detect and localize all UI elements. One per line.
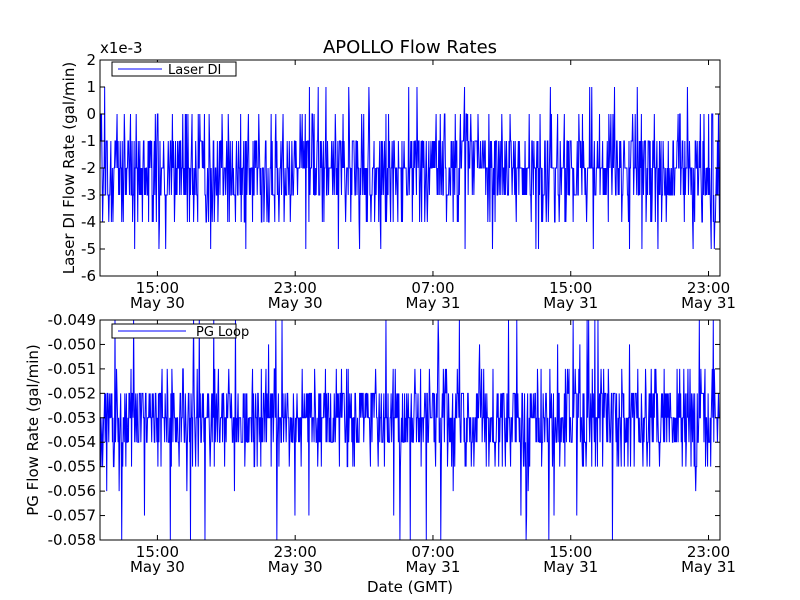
- top-x-tick-date: May 31: [543, 294, 598, 312]
- top-x-tick-time: 23:00: [274, 279, 317, 297]
- top-y-tick-label: -6: [81, 267, 96, 285]
- top-y-tick-label: -3: [81, 186, 96, 204]
- bottom-x-tick-time: 15:00: [136, 543, 179, 561]
- bottom-x-tick-date: May 30: [130, 558, 185, 576]
- top-x-tick-date: May 31: [681, 294, 736, 312]
- bottom-y-tick-label: -0.058: [48, 531, 96, 549]
- bottom-y-tick-label: -0.057: [48, 507, 96, 525]
- bottom-y-tick-label: -0.055: [48, 458, 96, 476]
- top-x-tick-time: 23:00: [687, 279, 730, 297]
- bottom-y-tick-label: -0.050: [48, 335, 96, 353]
- top-series-line: [99, 86, 721, 250]
- bottom-y-tick-label: -0.056: [48, 482, 96, 500]
- top-legend: Laser DI: [111, 61, 237, 78]
- top-y-tick-label: -2: [81, 159, 96, 177]
- bottom-x-tick-date: May 30: [268, 558, 323, 576]
- bottom-plot-frame: [99, 319, 721, 541]
- bottom-y-tick-label: -0.054: [48, 433, 96, 451]
- top-x-tick-date: May 31: [406, 294, 461, 312]
- bottom-plot: PG Flow Rate (gal/min) Date (GMT) -0.058…: [24, 311, 736, 596]
- bottom-y-tick-label: -0.053: [48, 409, 96, 427]
- bottom-y-tick-label: -0.052: [48, 384, 96, 402]
- top-x-tick-time: 15:00: [136, 279, 179, 297]
- bottom-x-tick-date: May 31: [543, 558, 598, 576]
- bottom-x-tick-date: May 31: [681, 558, 736, 576]
- top-x-tick-date: May 30: [268, 294, 323, 312]
- bottom-legend: PG Loop: [111, 323, 249, 340]
- top-y-tick-label: 1: [86, 78, 96, 96]
- bottom-x-tick-time: 23:00: [687, 543, 730, 561]
- offset-label: x1e-3: [100, 39, 143, 57]
- top-x-tick-time: 15:00: [549, 279, 592, 297]
- bottom-y-tick-label: -0.049: [48, 311, 96, 329]
- bottom-series-line: [100, 319, 720, 541]
- bottom-x-tick-time: 15:00: [549, 543, 592, 561]
- top-y-tick-label: -5: [81, 240, 96, 258]
- bottom-x-tick-time: 23:00: [274, 543, 317, 561]
- top-y-tick-label: 2: [86, 51, 96, 69]
- bottom-x-tick-time: 07:00: [411, 543, 454, 561]
- top-y-axis-label: Laser DI Flow Rate (gal/min): [60, 62, 78, 274]
- chart-title: APOLLO Flow Rates: [323, 37, 497, 58]
- top-y-tick-label: -4: [81, 213, 96, 231]
- top-legend-box: [111, 61, 237, 77]
- bottom-x-axis-label: Date (GMT): [367, 578, 453, 596]
- bottom-y-axis-label: PG Flow Rate (gal/min): [24, 344, 42, 516]
- top-plot: Laser DI Flow Rate (gal/min) -6 -5 -4 -3 -2 -…: [60, 51, 736, 312]
- bottom-x-tick-date: May 31: [406, 558, 461, 576]
- top-legend-label: Laser DI: [168, 63, 221, 78]
- bottom-y-tick-label: -0.051: [48, 360, 96, 378]
- top-y-tick-label: -1: [81, 132, 96, 150]
- top-x-tick-time: 07:00: [411, 279, 454, 297]
- top-x-tick-date: May 30: [130, 294, 185, 312]
- top-y-tick-label: 0: [86, 105, 96, 123]
- bottom-legend-label: PG Loop: [196, 325, 249, 340]
